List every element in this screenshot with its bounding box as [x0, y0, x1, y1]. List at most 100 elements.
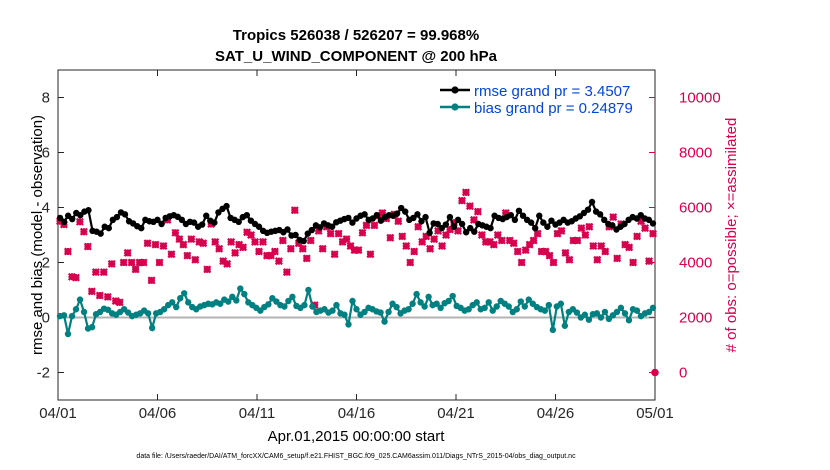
obs-assimilated-point [410, 247, 419, 256]
bias-point [633, 307, 641, 314]
obs-assimilated-point [326, 229, 335, 238]
rmse-point [462, 229, 470, 236]
bias-point [172, 303, 180, 311]
obs-assimilated-point [525, 240, 534, 249]
rmse-point [97, 230, 104, 237]
obs-assimilated-point [398, 232, 407, 241]
obs-assimilated-point [641, 224, 650, 233]
obs-assimilated-point [103, 292, 112, 301]
obs-assimilated-point [489, 240, 498, 249]
bias-point [617, 304, 625, 312]
bias-point [545, 301, 553, 309]
bias-point [393, 303, 400, 311]
rmse-point [60, 218, 68, 225]
obs-assimilated-point [338, 237, 347, 246]
y2-tick-label: 4000 [679, 255, 712, 272]
rmse-point [56, 214, 64, 222]
bias-point [409, 300, 416, 307]
bias-point [593, 310, 601, 317]
x-tick-label: 04/06 [139, 405, 177, 422]
obs-assimilated-point [585, 222, 594, 231]
rmse-point [540, 219, 547, 226]
obs-assimilated-point [609, 213, 618, 222]
rmse-point [211, 219, 218, 226]
legend-bias-label: bias grand pr = 0.24879 [474, 100, 633, 117]
bias-point [505, 303, 512, 310]
obs-assimilated-point [286, 244, 295, 253]
obs-assimilated-point [278, 236, 287, 245]
obs-assimilated-point [219, 257, 228, 266]
obs-assimilated-point [461, 188, 470, 197]
obs-assimilated-point [258, 237, 267, 246]
bias-point [381, 318, 388, 325]
obs-assimilated-point [183, 251, 192, 260]
obs-assimilated-point [350, 246, 359, 255]
rmse-point [422, 213, 429, 221]
obs-assimilated-point [561, 248, 570, 257]
bias-point [513, 306, 520, 313]
rmse-point [544, 223, 551, 230]
obs-assimilated-point [501, 209, 510, 217]
rmse-point [621, 220, 628, 228]
rmse-point [198, 221, 206, 228]
obs-assimilated-point [438, 242, 447, 250]
obs-assimilated-point [633, 232, 642, 241]
obs-assimilated-point [71, 273, 80, 282]
rmse-point [454, 216, 462, 224]
obs-assimilated-point [354, 246, 363, 255]
obs-assimilated-point [294, 239, 303, 248]
bias-point [60, 312, 68, 319]
obs-assimilated-point [485, 237, 494, 246]
obs-assimilated-point [127, 258, 136, 267]
bias-point [437, 304, 444, 312]
rmse-point [434, 220, 441, 228]
obs-possible-point [651, 368, 659, 377]
obs-assimilated-point [593, 255, 602, 264]
legend-rmse-label: rmse grand pr = 3.4507 [474, 83, 630, 100]
bias-point [349, 297, 356, 305]
obs-assimilated-point [282, 268, 291, 277]
bias-point [353, 306, 360, 313]
obs-assimilated-point [155, 258, 164, 267]
obs-assimilated-point [569, 236, 578, 245]
y-axis-left: -2 0 2 4 6 8 [37, 90, 64, 382]
obs-assimilated-point [386, 233, 395, 242]
obs-assimilated-point [454, 226, 462, 235]
obs-assimilated-point [645, 257, 654, 266]
bias-point [601, 308, 609, 316]
legend-rmse-marker [451, 86, 459, 94]
rmse-point [601, 216, 608, 224]
obs-assimilated-point [513, 247, 522, 256]
bias-point [573, 309, 581, 316]
obs-assimilated-point [211, 237, 220, 246]
bias-point [233, 297, 240, 304]
y-tick-label: 4 [42, 200, 50, 217]
obs-assimilated-point [537, 247, 546, 256]
obs-assimilated-point [581, 231, 590, 239]
obs-assimilated-point [457, 196, 466, 205]
obs-assimilated-point [314, 226, 323, 235]
obs-assimilated-point [362, 221, 371, 230]
rmse-point [471, 228, 478, 235]
rmse-point [300, 237, 307, 245]
obs-assimilated-point [255, 247, 263, 256]
obs-assimilated-point [187, 235, 196, 244]
rmse-point [402, 208, 409, 215]
x-tick-label: 04/01 [39, 405, 77, 422]
obs-assimilated-point [179, 240, 188, 249]
y-tick-label: 8 [42, 90, 50, 107]
rmse-point [113, 213, 121, 221]
bias-point [185, 299, 192, 306]
legend-bias-marker [451, 103, 459, 111]
bias-point [481, 304, 488, 312]
bias-point [621, 310, 629, 317]
obs-assimilated-point [533, 229, 542, 238]
y-tick-label: 2 [42, 255, 50, 272]
x-tick-label: 04/21 [437, 405, 475, 422]
y-tick-label: 0 [42, 310, 50, 327]
obs-assimilated-point [422, 232, 431, 241]
obs-assimilated-point [394, 217, 403, 226]
rmse-point [426, 229, 433, 236]
y2-axis-label: # of obs: o=possible; ×=assimilated [723, 118, 740, 353]
obs-assimilated-point [430, 235, 439, 244]
